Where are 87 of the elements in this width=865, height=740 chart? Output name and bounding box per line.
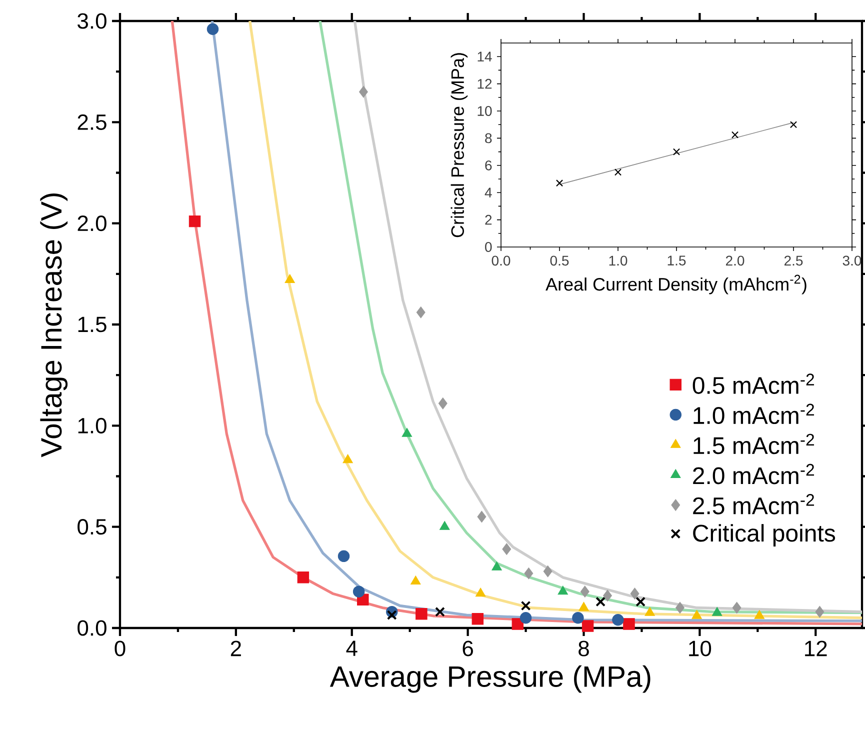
point: [520, 612, 532, 624]
point: [435, 606, 445, 617]
y-tick-label: 2: [485, 214, 492, 225]
legend-label: 2.0 mAcm$^{-2}$: [693, 464, 814, 484]
point: [359, 86, 368, 98]
point: [502, 543, 512, 555]
point: [475, 588, 486, 597]
x-tick-label: 0.0: [492, 256, 510, 266]
point: [623, 618, 635, 630]
point: [558, 586, 568, 595]
point: [712, 606, 722, 616]
x-tick-label: 2.5: [784, 256, 803, 266]
point: [572, 612, 584, 624]
point: [676, 602, 684, 614]
point: [477, 510, 486, 523]
point: [416, 608, 428, 620]
point: [815, 606, 824, 618]
point: [472, 613, 484, 625]
y-tick-label: 6: [485, 160, 492, 170]
point: [524, 568, 534, 580]
y-tick-label: 12: [478, 78, 492, 89]
point: [582, 620, 594, 632]
point: [556, 180, 564, 187]
point: [543, 565, 552, 578]
point: [790, 121, 798, 128]
point: [338, 550, 350, 562]
legend-label: 2.5 mAcm$^{-2}$: [693, 494, 814, 514]
y-tick-label: 3.0: [78, 13, 106, 29]
point: [731, 131, 739, 138]
point: [603, 590, 612, 602]
y-tick-label: 4: [484, 188, 492, 198]
point: [636, 596, 646, 607]
point: [612, 614, 624, 626]
point: [614, 168, 622, 176]
y-tick-label: 1.0: [78, 418, 106, 434]
y-tick-label: 0.0: [78, 620, 106, 636]
x-tick-label: 0.5: [550, 256, 569, 266]
y-axis-title: Voltage Increase (V): [40, 193, 68, 458]
y-tick-label: 1.5: [78, 316, 106, 332]
y-tick-label: 10: [478, 106, 492, 116]
x-tick-label: 10: [689, 640, 712, 656]
point: [520, 600, 531, 611]
x-tick-label: 0: [114, 640, 126, 656]
point: [492, 561, 502, 570]
point: [416, 306, 426, 318]
y-tick-label: 14: [478, 52, 492, 62]
x-tick-label: 4: [346, 640, 358, 656]
point: [284, 274, 295, 284]
point: [386, 610, 397, 620]
legend-label: 0.5 mAcm$^{-2}$: [692, 374, 814, 394]
x-axis-title: Areal Current Density (mAhcm$^{-2}$): [546, 274, 806, 294]
x-tick-label: 2.0: [726, 256, 744, 266]
point: [732, 602, 742, 614]
legend-label: 1.0 mAcm$^{-2}$: [694, 404, 814, 424]
x-axis-title: Average Pressure (MPa): [330, 665, 650, 693]
point: [630, 588, 640, 600]
point: [402, 428, 412, 437]
y-tick-label: 2.0: [78, 216, 106, 232]
point: [438, 398, 448, 410]
point: [342, 454, 353, 464]
point: [188, 215, 201, 228]
legend-label: Critical points: [693, 524, 836, 546]
point: [297, 572, 310, 584]
x-tick-label: 1.0: [609, 256, 628, 266]
legend-label: 1.5 mAcm$^{-2}$: [694, 434, 814, 454]
y-tick-label: 0: [485, 242, 492, 252]
y-tick-label: 8: [485, 133, 492, 144]
x-tick-label: 6: [462, 640, 473, 656]
x-tick-label: 12: [805, 640, 827, 656]
point: [352, 586, 365, 598]
point: [596, 596, 606, 607]
x-tick-label: 1.5: [668, 256, 686, 266]
point: [692, 610, 702, 619]
point: [440, 520, 450, 530]
point: [512, 618, 524, 630]
x-tick-label: 2: [230, 640, 241, 656]
point: [644, 606, 655, 616]
x-tick-label: 8: [578, 640, 589, 656]
y-tick-label: 0.5: [78, 519, 106, 535]
y-axis-title: Critical Pressure (MPa): [450, 53, 468, 238]
point: [410, 576, 421, 585]
point: [580, 586, 590, 598]
y-tick-label: 2.5: [78, 114, 106, 130]
point: [578, 602, 589, 611]
point: [672, 148, 680, 156]
point: [206, 23, 219, 35]
point: [754, 610, 765, 619]
